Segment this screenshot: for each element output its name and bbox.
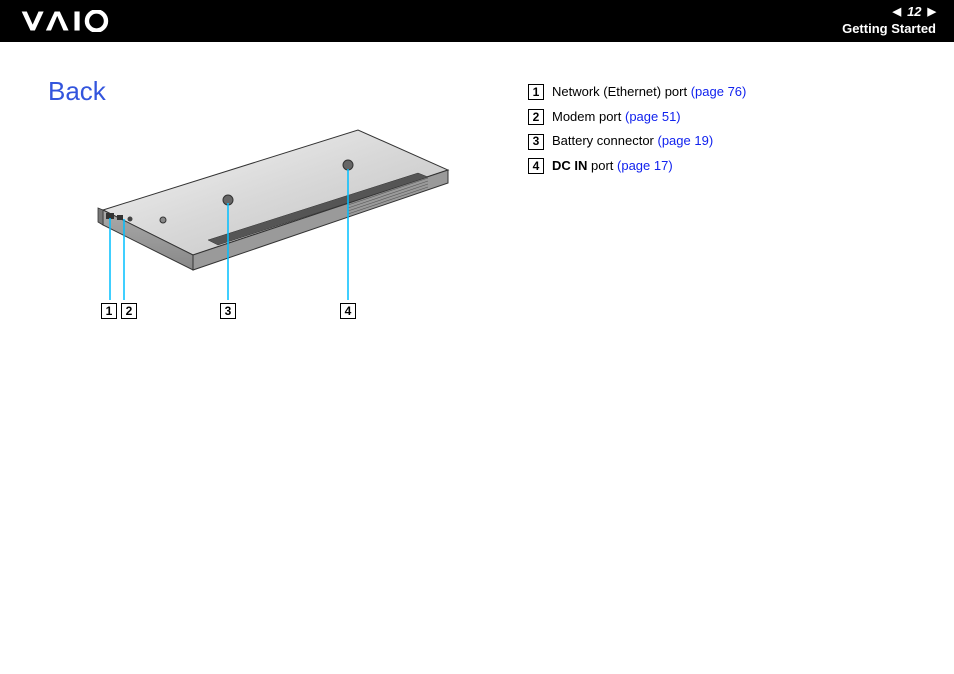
legend: 1 Network (Ethernet) port (page 76) 2 Mo…: [528, 76, 906, 320]
section-title: Getting Started: [842, 21, 936, 38]
callout-group-3: 3: [220, 303, 236, 319]
page-link-19[interactable]: (page 19): [658, 133, 714, 148]
callout-box-2: 2: [121, 303, 137, 319]
content-area: Back: [0, 42, 954, 320]
page-number: 12: [907, 4, 921, 21]
header-right: ◀ 12 ▶ Getting Started: [842, 4, 936, 38]
page-link-51[interactable]: (page 51): [625, 109, 681, 124]
legend-num-3: 3: [528, 134, 544, 150]
legend-num-4: 4: [528, 158, 544, 174]
legend-row: 3 Battery connector (page 19): [528, 129, 906, 154]
legend-text-1: Network (Ethernet) port (page 76): [552, 80, 746, 105]
legend-pre-3: Battery connector: [552, 133, 658, 148]
legend-row: 1 Network (Ethernet) port (page 76): [528, 80, 906, 105]
legend-bold-4: DC IN: [552, 158, 587, 173]
legend-text-3: Battery connector (page 19): [552, 129, 713, 154]
legend-row: 4 DC IN port (page 17): [528, 154, 906, 179]
legend-post-4: port: [587, 158, 617, 173]
left-column: Back: [48, 76, 488, 320]
legend-num-1: 1: [528, 84, 544, 100]
legend-text-2: Modem port (page 51): [552, 105, 681, 130]
device-diagram: 1 2 3 4: [48, 125, 458, 320]
vaio-logo: [18, 0, 128, 42]
legend-num-2: 2: [528, 109, 544, 125]
callout-box-3: 3: [220, 303, 236, 319]
page-link-17[interactable]: (page 17): [617, 158, 673, 173]
legend-row: 2 Modem port (page 51): [528, 105, 906, 130]
next-page-arrow[interactable]: ▶: [928, 5, 936, 19]
legend-pre-1: Network (Ethernet) port: [552, 84, 691, 99]
page-link-76[interactable]: (page 76): [691, 84, 747, 99]
callout-group-4: 4: [340, 303, 356, 319]
callout-box-1: 1: [101, 303, 117, 319]
legend-pre-2: Modem port: [552, 109, 625, 124]
heading-back: Back: [48, 76, 488, 107]
prev-page-arrow[interactable]: ◀: [893, 5, 901, 19]
legend-text-4: DC IN port (page 17): [552, 154, 673, 179]
header-bar: ◀ 12 ▶ Getting Started: [0, 0, 954, 42]
callout-group-left: 1 2: [101, 303, 137, 319]
callout-box-4: 4: [340, 303, 356, 319]
